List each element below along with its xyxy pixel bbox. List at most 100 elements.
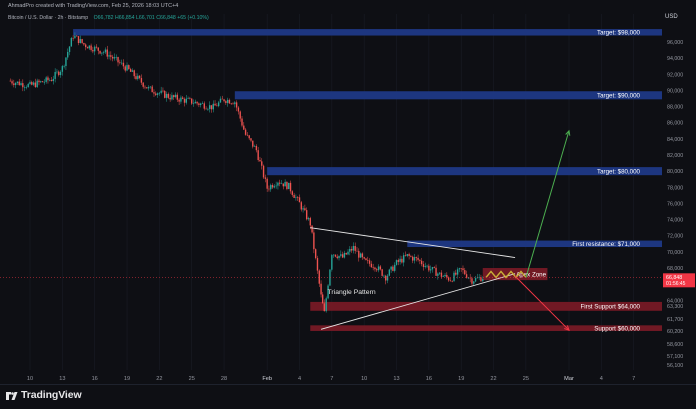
candle-up bbox=[88, 45, 90, 49]
candle-down bbox=[81, 39, 83, 43]
candle-down bbox=[232, 103, 234, 105]
time-tick-label: 25 bbox=[523, 376, 529, 382]
candle-down bbox=[34, 82, 37, 88]
candle-down bbox=[83, 42, 85, 45]
candle-up bbox=[74, 35, 76, 39]
candle-up bbox=[456, 269, 459, 275]
candle-up bbox=[273, 186, 276, 188]
candle-up bbox=[65, 57, 67, 67]
candle-up bbox=[424, 266, 426, 267]
candle-down bbox=[164, 90, 166, 98]
candle-down bbox=[367, 260, 369, 261]
time-tick-label: 10 bbox=[361, 376, 367, 382]
candle-up bbox=[61, 66, 64, 72]
time-tick-label: Feb bbox=[262, 376, 272, 382]
candle-up bbox=[347, 251, 349, 255]
currency-label[interactable]: USD bbox=[665, 14, 678, 20]
candle-up bbox=[395, 260, 398, 265]
candle-down bbox=[146, 87, 148, 89]
candle-up bbox=[194, 101, 196, 104]
candle-down bbox=[86, 47, 89, 49]
footer-brand: TradingView bbox=[21, 389, 82, 401]
candle-up bbox=[32, 82, 35, 85]
zone-support bbox=[310, 325, 662, 331]
candle-down bbox=[433, 267, 435, 268]
candle-down bbox=[323, 303, 325, 312]
candle-down bbox=[361, 253, 364, 258]
zone-target bbox=[234, 91, 662, 100]
candle-up bbox=[93, 46, 96, 52]
candle-up bbox=[108, 55, 110, 57]
candle-up bbox=[277, 182, 279, 186]
zone-support bbox=[310, 301, 662, 311]
symbol-title[interactable]: Bitcoin / U.S. Dollar · 2h · Bitstamp bbox=[8, 15, 89, 21]
candle-down bbox=[279, 182, 281, 184]
candle-down bbox=[381, 269, 383, 276]
price-tick-label: 63,300 bbox=[667, 304, 683, 310]
candle-down bbox=[449, 280, 452, 282]
candle-down bbox=[410, 256, 412, 257]
zone-target bbox=[407, 240, 662, 248]
candle-down bbox=[370, 263, 373, 268]
candle-up bbox=[171, 95, 173, 100]
candle-down bbox=[264, 177, 267, 179]
candle-down bbox=[440, 272, 443, 277]
apex-zigzag bbox=[485, 270, 527, 279]
candle-up bbox=[458, 268, 461, 270]
candle-up bbox=[199, 103, 202, 106]
triangle-upper-line bbox=[310, 227, 516, 258]
candle-down bbox=[205, 108, 207, 110]
candle-up bbox=[406, 254, 408, 256]
candle-down bbox=[182, 97, 184, 99]
candle-down bbox=[345, 252, 347, 255]
price-tick-label: 76,000 bbox=[667, 201, 683, 207]
candle-up bbox=[29, 82, 31, 84]
candle-down bbox=[266, 178, 268, 189]
candle-down bbox=[176, 94, 179, 100]
candle-down bbox=[300, 202, 302, 210]
chart-header: AhmadPro created with TradingView.com, F… bbox=[0, 0, 696, 12]
candle-down bbox=[178, 99, 180, 102]
candle-up bbox=[453, 272, 455, 282]
candle-up bbox=[192, 103, 195, 104]
candle-down bbox=[92, 49, 94, 52]
time-tick-label: 22 bbox=[156, 376, 162, 382]
candle-down bbox=[155, 93, 157, 95]
candle-down bbox=[397, 260, 400, 262]
time-tick-label: 4 bbox=[298, 376, 301, 382]
candle-down bbox=[464, 270, 466, 275]
candle-up bbox=[270, 185, 272, 190]
candle-up bbox=[56, 71, 58, 73]
zone-target bbox=[73, 29, 663, 36]
candle-down bbox=[162, 90, 164, 92]
candle-up bbox=[426, 265, 428, 267]
time-tick-label: 19 bbox=[124, 376, 130, 382]
candle-up bbox=[49, 80, 51, 81]
candle-down bbox=[241, 118, 243, 126]
triangle-lower-line bbox=[320, 273, 516, 330]
candle-down bbox=[90, 45, 92, 50]
candle-down bbox=[392, 266, 394, 271]
ohlc-values: O66,782 H66,854 L66,701 C66,848 +65 (+0.… bbox=[93, 15, 209, 21]
candle-down bbox=[271, 185, 274, 188]
candle-up bbox=[104, 49, 107, 53]
down-arrow-head bbox=[564, 325, 570, 331]
candle-up bbox=[234, 102, 236, 105]
price-tick-label: 96,000 bbox=[667, 40, 683, 46]
candle-up bbox=[394, 264, 396, 271]
candle-up bbox=[338, 255, 340, 259]
time-tick-label: 13 bbox=[393, 376, 399, 382]
candle-up bbox=[302, 208, 304, 210]
candle-up bbox=[284, 181, 286, 187]
candle-up bbox=[126, 65, 128, 71]
candle-down bbox=[216, 105, 218, 107]
candle-up bbox=[386, 275, 389, 281]
candle-down bbox=[334, 254, 337, 257]
candle-down bbox=[41, 81, 44, 83]
price-tick-label: 84,000 bbox=[667, 137, 683, 143]
price-tick-label: 68,000 bbox=[667, 266, 683, 272]
candle-down bbox=[173, 95, 175, 98]
candle-down bbox=[248, 135, 250, 139]
candle-down bbox=[262, 165, 265, 178]
